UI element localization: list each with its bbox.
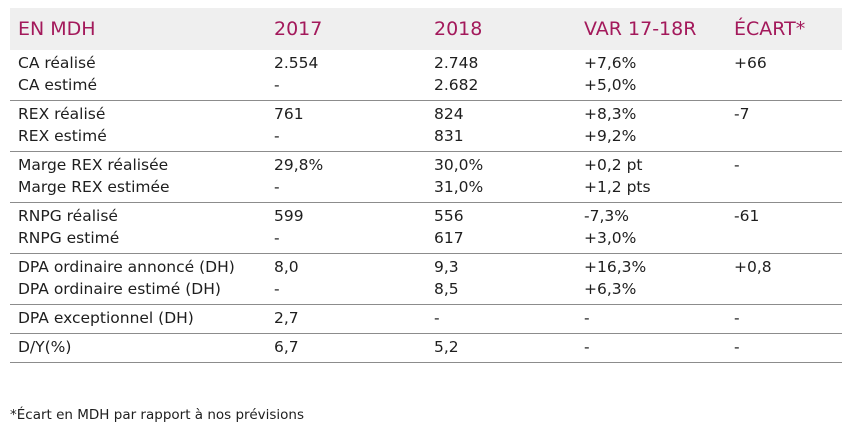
table-row: DPA ordinaire annoncé (DH) 8,0 9,3 +16,3% +0… xyxy=(10,256,842,278)
row-group: DPA exceptionnel (DH) 2,7 - - - xyxy=(10,305,842,334)
table-body: CA réalisé 2.554 2.748 +7,6% +66 CA estimé - 2.… xyxy=(10,50,842,363)
table-row: CA réalisé 2.554 2.748 +7,6% +66 xyxy=(10,52,842,74)
row-label: D/Y(%) xyxy=(18,338,72,356)
value-2018: 9,3 xyxy=(434,258,459,276)
row-group: Marge REX réalisée 29,8% 30,0% +0,2 pt - Marg… xyxy=(10,152,842,203)
value-ecart: - xyxy=(734,309,740,327)
value-variation: - xyxy=(584,309,590,327)
value-variation: +5,0% xyxy=(584,76,637,94)
table-row: CA estimé - 2.682 +5,0% xyxy=(10,74,842,96)
row-group: REX réalisé 761 824 +8,3% -7 REX estimé - 831 +9… xyxy=(10,101,842,152)
value-2017: 2.554 xyxy=(274,54,319,72)
footnote: *Écart en MDH par rapport à nos prévisio… xyxy=(10,407,304,423)
value-2018: - xyxy=(434,309,440,327)
row-label: DPA ordinaire annoncé (DH) xyxy=(18,258,235,276)
value-variation: -7,3% xyxy=(584,207,629,225)
value-2018: 831 xyxy=(434,127,464,145)
value-variation: +1,2 pts xyxy=(584,178,651,196)
value-2017: 761 xyxy=(274,105,304,123)
value-2017: - xyxy=(274,76,280,94)
table-row: RNPG estimé - 617 +3,0% xyxy=(10,227,842,249)
row-label: DPA exceptionnel (DH) xyxy=(18,309,194,327)
table-row: D/Y(%) 6,7 5,2 - - xyxy=(10,336,842,358)
value-2018: 556 xyxy=(434,207,464,225)
value-variation: - xyxy=(584,338,590,356)
header-variation: VAR 17-18R xyxy=(584,18,697,40)
value-2017: 6,7 xyxy=(274,338,299,356)
value-2017: 599 xyxy=(274,207,304,225)
table-header: EN MDH 2017 2018 VAR 17-18R ÉCART* xyxy=(10,8,842,50)
row-group: CA réalisé 2.554 2.748 +7,6% +66 CA estimé - 2.… xyxy=(10,50,842,101)
value-variation: +6,3% xyxy=(584,280,637,298)
value-2018: 617 xyxy=(434,229,464,247)
row-label: REX réalisé xyxy=(18,105,106,123)
row-label: RNPG estimé xyxy=(18,229,120,247)
value-variation: +8,3% xyxy=(584,105,637,123)
value-ecart: - xyxy=(734,156,740,174)
value-2018: 2.682 xyxy=(434,76,479,94)
row-label: DPA ordinaire estimé (DH) xyxy=(18,280,221,298)
header-2018: 2018 xyxy=(434,18,483,40)
value-2017: 29,8% xyxy=(274,156,324,174)
header-ecart: ÉCART* xyxy=(734,18,806,40)
value-variation: +3,0% xyxy=(584,229,637,247)
row-label: Marge REX réalisée xyxy=(18,156,169,174)
value-2017: 8,0 xyxy=(274,258,299,276)
value-2017: - xyxy=(274,229,280,247)
row-label: CA réalisé xyxy=(18,54,96,72)
table-row: REX réalisé 761 824 +8,3% -7 xyxy=(10,103,842,125)
row-label: CA estimé xyxy=(18,76,97,94)
value-variation: +7,6% xyxy=(584,54,637,72)
value-2018: 2.748 xyxy=(434,54,479,72)
value-variation: +9,2% xyxy=(584,127,637,145)
value-ecart: - xyxy=(734,338,740,356)
value-2018: 5,2 xyxy=(434,338,459,356)
row-label: RNPG réalisé xyxy=(18,207,118,225)
table-row: DPA exceptionnel (DH) 2,7 - - - xyxy=(10,307,842,329)
table-row: RNPG réalisé 599 556 -7,3% -61 xyxy=(10,205,842,227)
value-2017: 2,7 xyxy=(274,309,299,327)
row-group: DPA ordinaire annoncé (DH) 8,0 9,3 +16,3% +0… xyxy=(10,254,842,305)
table-row: DPA ordinaire estimé (DH) - 8,5 +6,3% xyxy=(10,278,842,300)
row-group: D/Y(%) 6,7 5,2 - - xyxy=(10,334,842,363)
value-ecart: +0,8 xyxy=(734,258,772,276)
value-ecart: -7 xyxy=(734,105,750,123)
row-label: Marge REX estimée xyxy=(18,178,170,196)
row-label: REX estimé xyxy=(18,127,107,145)
value-ecart: -61 xyxy=(734,207,760,225)
financial-table: EN MDH 2017 2018 VAR 17-18R ÉCART* CA ré… xyxy=(10,8,842,363)
row-group: RNPG réalisé 599 556 -7,3% -61 RNPG estimé - 61… xyxy=(10,203,842,254)
value-2017: - xyxy=(274,178,280,196)
table-row: Marge REX réalisée 29,8% 30,0% +0,2 pt - xyxy=(10,154,842,176)
header-unit: EN MDH xyxy=(18,18,96,40)
value-2018: 31,0% xyxy=(434,178,484,196)
table-row: Marge REX estimée - 31,0% +1,2 pts xyxy=(10,176,842,198)
value-2018: 824 xyxy=(434,105,464,123)
value-2017: - xyxy=(274,127,280,145)
value-2018: 8,5 xyxy=(434,280,459,298)
table-row: REX estimé - 831 +9,2% xyxy=(10,125,842,147)
value-2018: 30,0% xyxy=(434,156,484,174)
value-variation: +0,2 pt xyxy=(584,156,643,174)
value-2017: - xyxy=(274,280,280,298)
value-ecart: +66 xyxy=(734,54,767,72)
value-variation: +16,3% xyxy=(584,258,647,276)
header-2017: 2017 xyxy=(274,18,323,40)
